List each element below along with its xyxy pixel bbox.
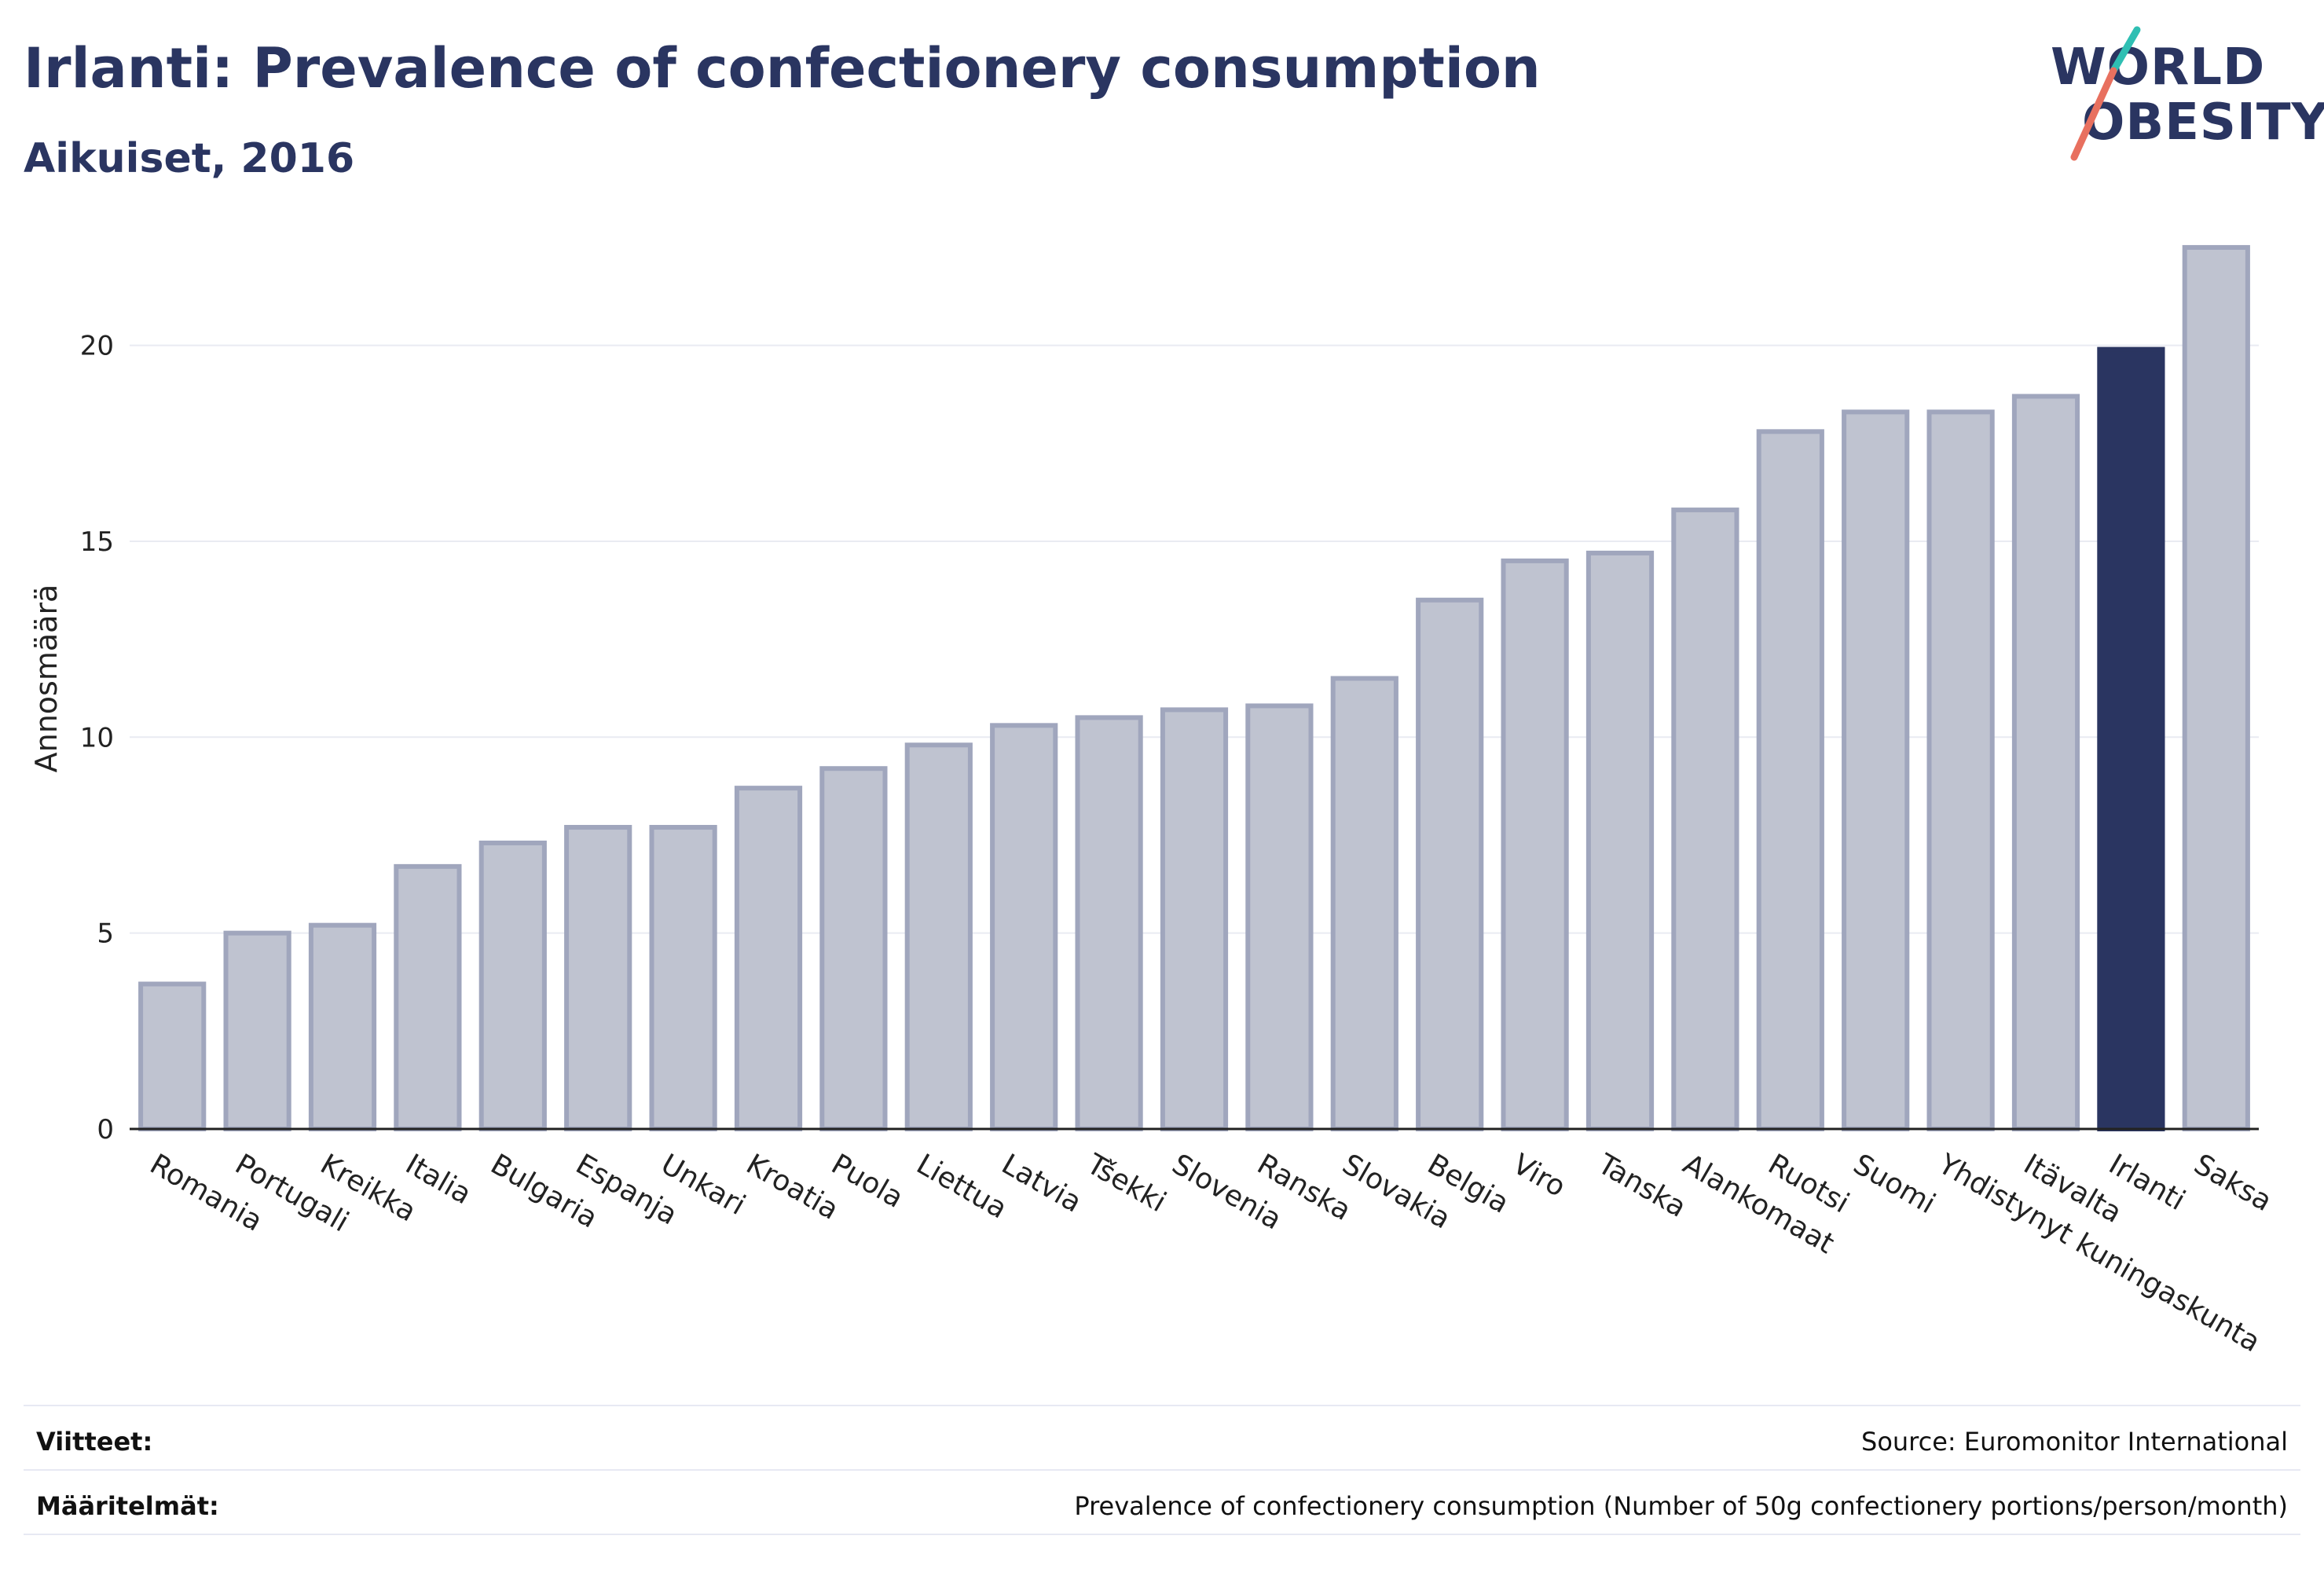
y-tick-label: 10: [80, 722, 114, 753]
bar: [223, 930, 291, 1132]
y-tick-label: 20: [80, 331, 114, 362]
bar: [1160, 707, 1229, 1131]
definitions-value: Prevalence of confectionery consumption …: [1074, 1491, 2288, 1521]
bar: [1926, 409, 1995, 1131]
x-tick-label: Latvia: [996, 1148, 1087, 1219]
bar: [394, 863, 462, 1131]
x-tick-label: Kroatia: [741, 1148, 844, 1226]
logo-word-world: WORLD: [2051, 38, 2266, 97]
logo-slash-icon: [2070, 26, 2141, 161]
bar: [2011, 394, 2080, 1131]
bar: [1585, 550, 1655, 1131]
x-tick-label: Liettua: [911, 1148, 1013, 1225]
y-tick-label: 15: [80, 526, 114, 558]
bar: [478, 840, 547, 1131]
bar: [138, 981, 207, 1132]
bar: [2182, 244, 2250, 1131]
bar: [1671, 508, 1739, 1131]
x-tick-label: Saksa: [2189, 1148, 2278, 1218]
bar: [1756, 429, 1824, 1131]
x-tick-label: Tanska: [1592, 1148, 1692, 1224]
bar: [564, 825, 632, 1132]
footer-divider-top: [24, 1405, 2300, 1406]
chart-subtitle: Aikuiset, 2016: [24, 135, 355, 182]
footer-divider-middle: [24, 1469, 2300, 1471]
bar: [990, 723, 1058, 1131]
y-axis-label: Annosmäärä: [29, 585, 64, 773]
bar: [904, 742, 973, 1131]
bar: [649, 825, 717, 1132]
bar: [819, 766, 888, 1131]
references-label: Viitteet:: [36, 1427, 153, 1457]
bar: [1075, 715, 1143, 1131]
bar: [308, 922, 377, 1131]
y-tick-label: 5: [97, 918, 114, 950]
bar: [1501, 558, 1569, 1131]
bar: [1330, 676, 1398, 1131]
bar: [1842, 409, 1910, 1131]
x-tick-label: Suomi: [1848, 1148, 1941, 1220]
chart-title: Irlanti: Prevalence of confectionery con…: [24, 36, 1541, 101]
y-tick-label: 0: [97, 1114, 114, 1145]
definitions-label: Määritelmät:: [36, 1491, 219, 1521]
references-value: Source: Euromonitor International: [1861, 1427, 2288, 1457]
world-obesity-logo: WORLD OBESITY: [2051, 24, 2324, 165]
x-tick-label: Viro: [1507, 1148, 1571, 1203]
bar: [1245, 703, 1314, 1131]
bar: [2097, 346, 2165, 1131]
bar: [734, 786, 803, 1131]
bar-chart: 05101520AnnosmääräRomaniaPortugaliKreikk…: [29, 244, 2278, 1358]
bar: [1416, 597, 1484, 1131]
logo-word-obesity: OBESITY: [2082, 93, 2324, 152]
x-tick-label: Tšekki: [1080, 1148, 1171, 1219]
footer-divider-bottom: [24, 1534, 2300, 1535]
